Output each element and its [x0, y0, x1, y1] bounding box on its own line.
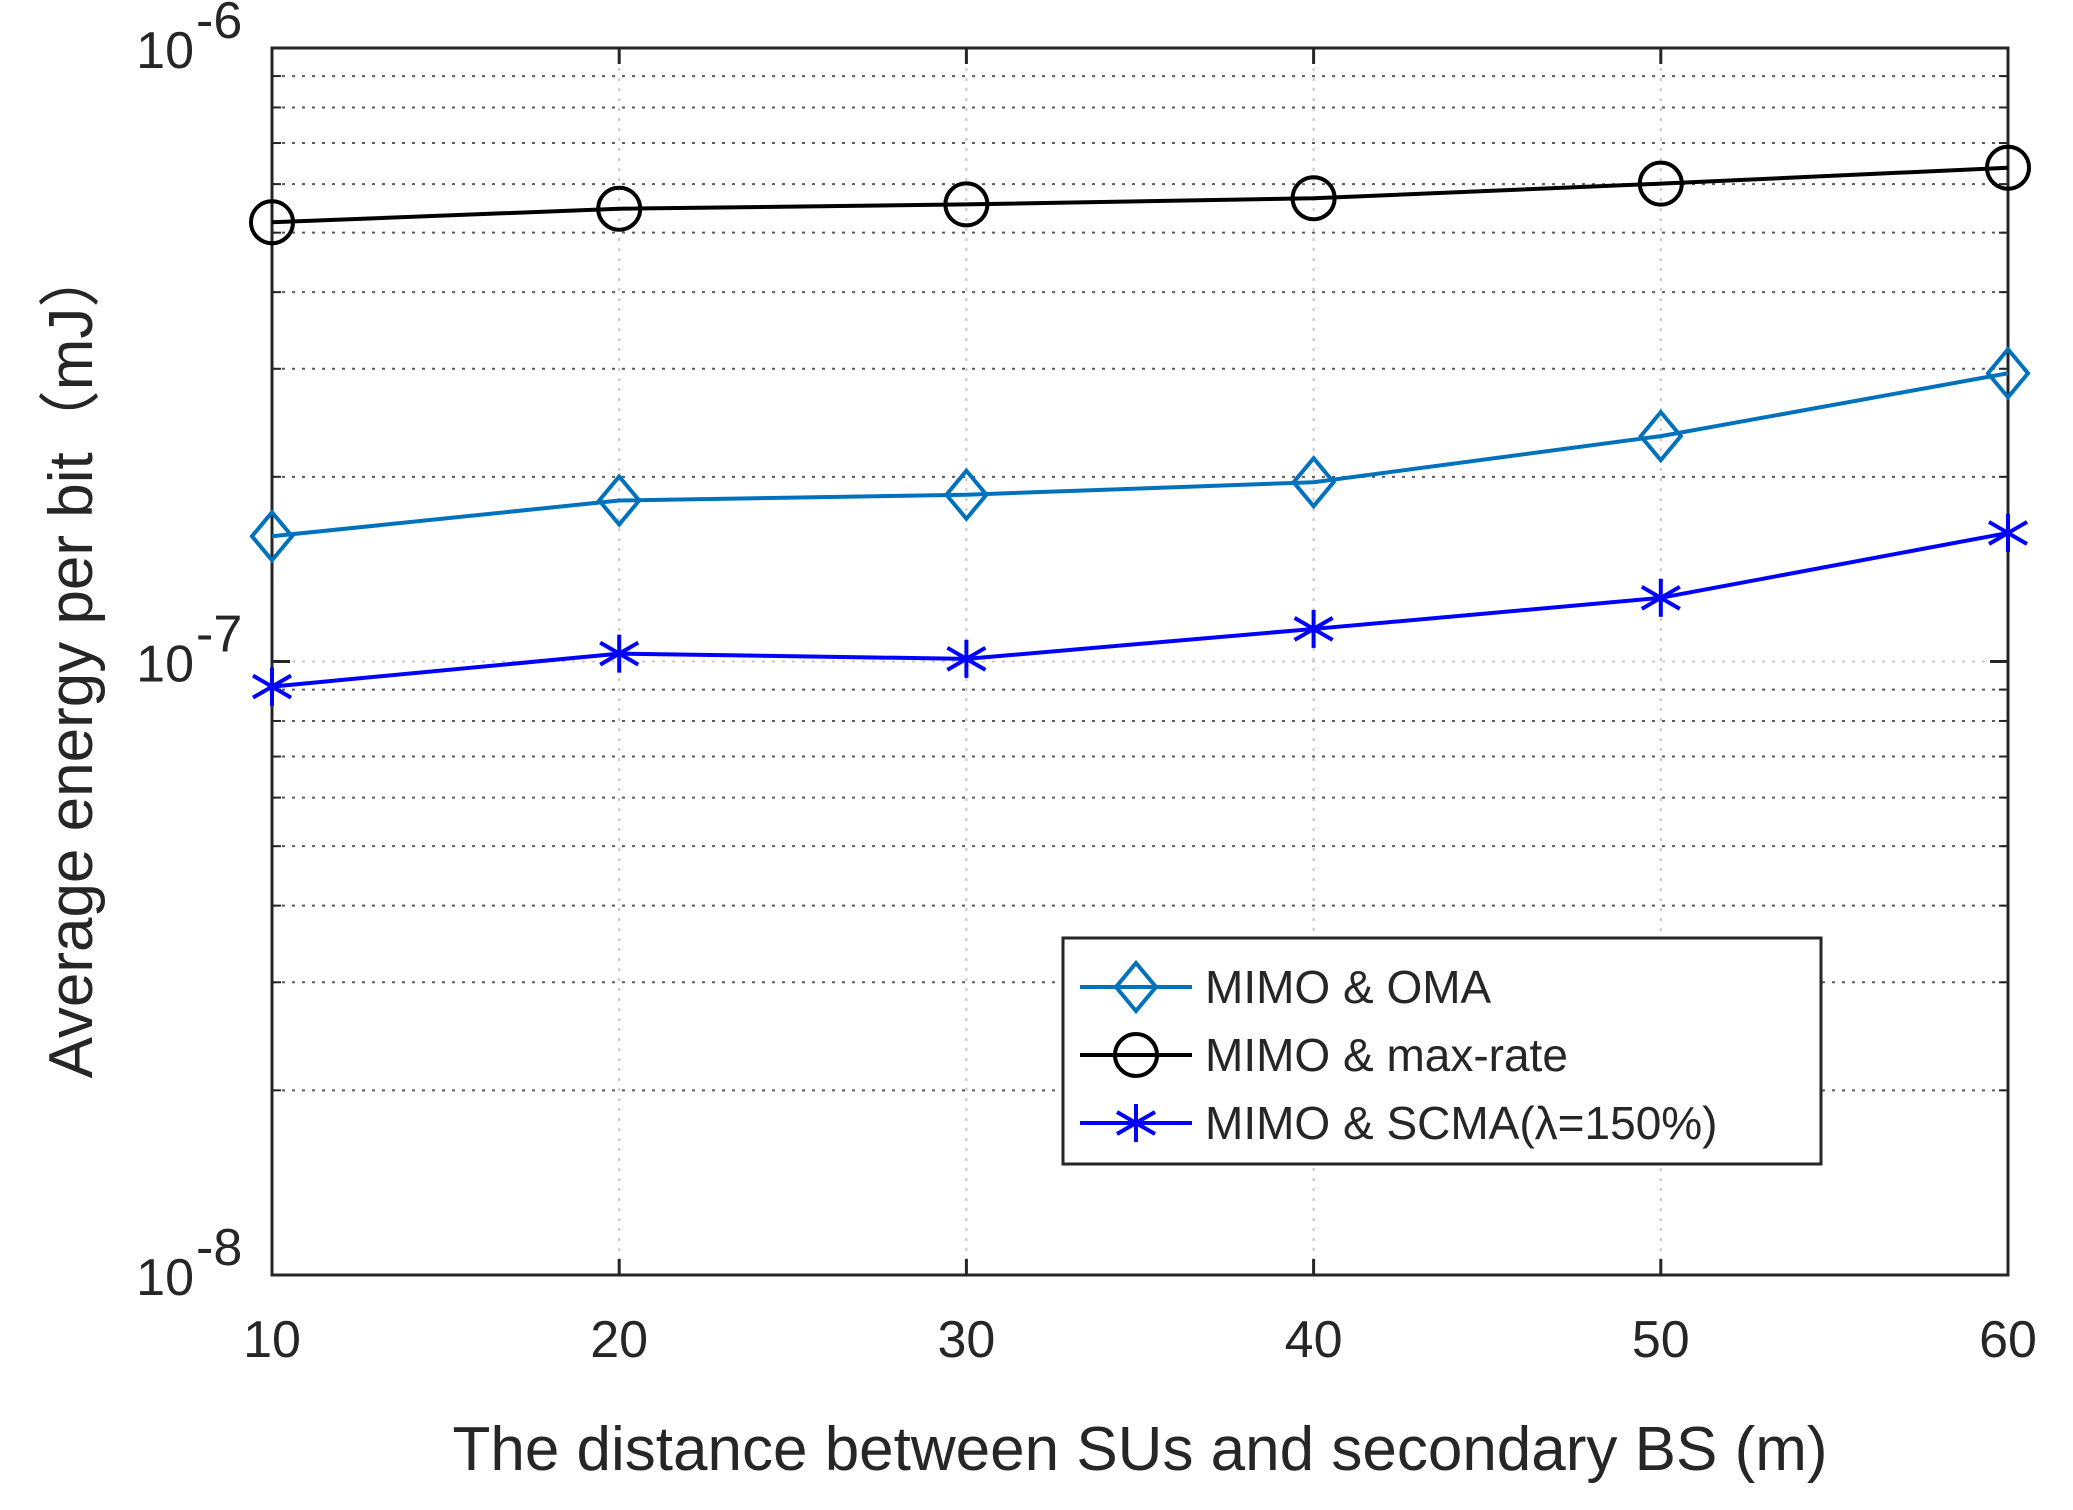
asterisk-stroke [251, 673, 293, 700]
asterisk-stroke [946, 646, 987, 672]
series-diamond [249, 346, 2031, 564]
x-tick-label: 20 [590, 1311, 648, 1369]
data-point-diamond [1985, 346, 2031, 401]
x-tick-label: 40 [1285, 1311, 1343, 1369]
legend: MIMO & OMA MIMO & max-rate MIMO & SCMA(λ=1… [1061, 936, 1823, 1166]
y-tick-exponent: -8 [196, 1219, 242, 1277]
legend-box [1061, 936, 1823, 1166]
series-asterisk [251, 513, 2029, 706]
legend-marker-diamond [1113, 959, 1159, 1015]
asterisk-stroke [1987, 520, 2029, 546]
x-tick-label: 10 [243, 1311, 301, 1369]
x-tick-label: 50 [1632, 1311, 1690, 1369]
series-line [271, 165, 2009, 225]
asterisk-stroke [1115, 1110, 1157, 1136]
legend-entry: MIMO & OMA [1080, 959, 1492, 1015]
legend-marker-asterisk [1115, 1104, 1157, 1142]
data-point-asterisk [1293, 609, 1334, 648]
series-line [271, 371, 2009, 539]
y-tick-exponent: -6 [196, 0, 242, 50]
data-point-asterisk [1987, 513, 2029, 552]
x-axis-label: The distance between SUs and secondary B… [452, 1415, 1827, 1484]
data-point-circle [1290, 175, 1337, 222]
data-point-circle [943, 181, 990, 228]
asterisk-stroke [1640, 585, 1681, 611]
x-tick-label: 60 [1979, 1311, 2037, 1369]
legend-entry: MIMO & max-rate [1080, 1029, 1568, 1081]
legend-label: MIMO & max-rate [1205, 1029, 1568, 1081]
data-point-asterisk [946, 639, 987, 678]
y-axis-label: Average energy per bit（mJ） [37, 246, 106, 1079]
data-point-circle [249, 199, 295, 246]
y-tick-exponent: -7 [196, 606, 242, 664]
x-tick-label: 30 [937, 1311, 995, 1369]
y-tick-label: 10 [136, 636, 194, 694]
series-circle [249, 144, 2031, 246]
data-point-diamond [943, 467, 990, 522]
data-point-circle [596, 185, 643, 232]
data-point-asterisk [599, 634, 640, 673]
legend-label: MIMO & SCMA(λ=150%) [1205, 1097, 1718, 1149]
series-layer [249, 144, 2031, 706]
data-point-diamond [249, 509, 295, 564]
legend-marker-circle [1113, 1032, 1159, 1078]
data-point-asterisk [1640, 578, 1681, 617]
data-point-circle [1985, 144, 2031, 191]
data-point-diamond [1290, 455, 1337, 510]
y-tick-label: 10 [136, 22, 194, 80]
asterisk-stroke [599, 640, 640, 667]
data-point-asterisk [251, 667, 293, 706]
data-point-diamond [596, 473, 642, 528]
legend-label: MIMO & OMA [1205, 961, 1492, 1013]
data-point-diamond [1638, 409, 1684, 464]
legend-entry: MIMO & SCMA(λ=150%) [1080, 1097, 1718, 1149]
y-tick-label: 10 [136, 1249, 194, 1307]
asterisk-stroke [1293, 616, 1334, 642]
data-point-circle [1637, 160, 1684, 207]
series-line [271, 530, 2009, 689]
